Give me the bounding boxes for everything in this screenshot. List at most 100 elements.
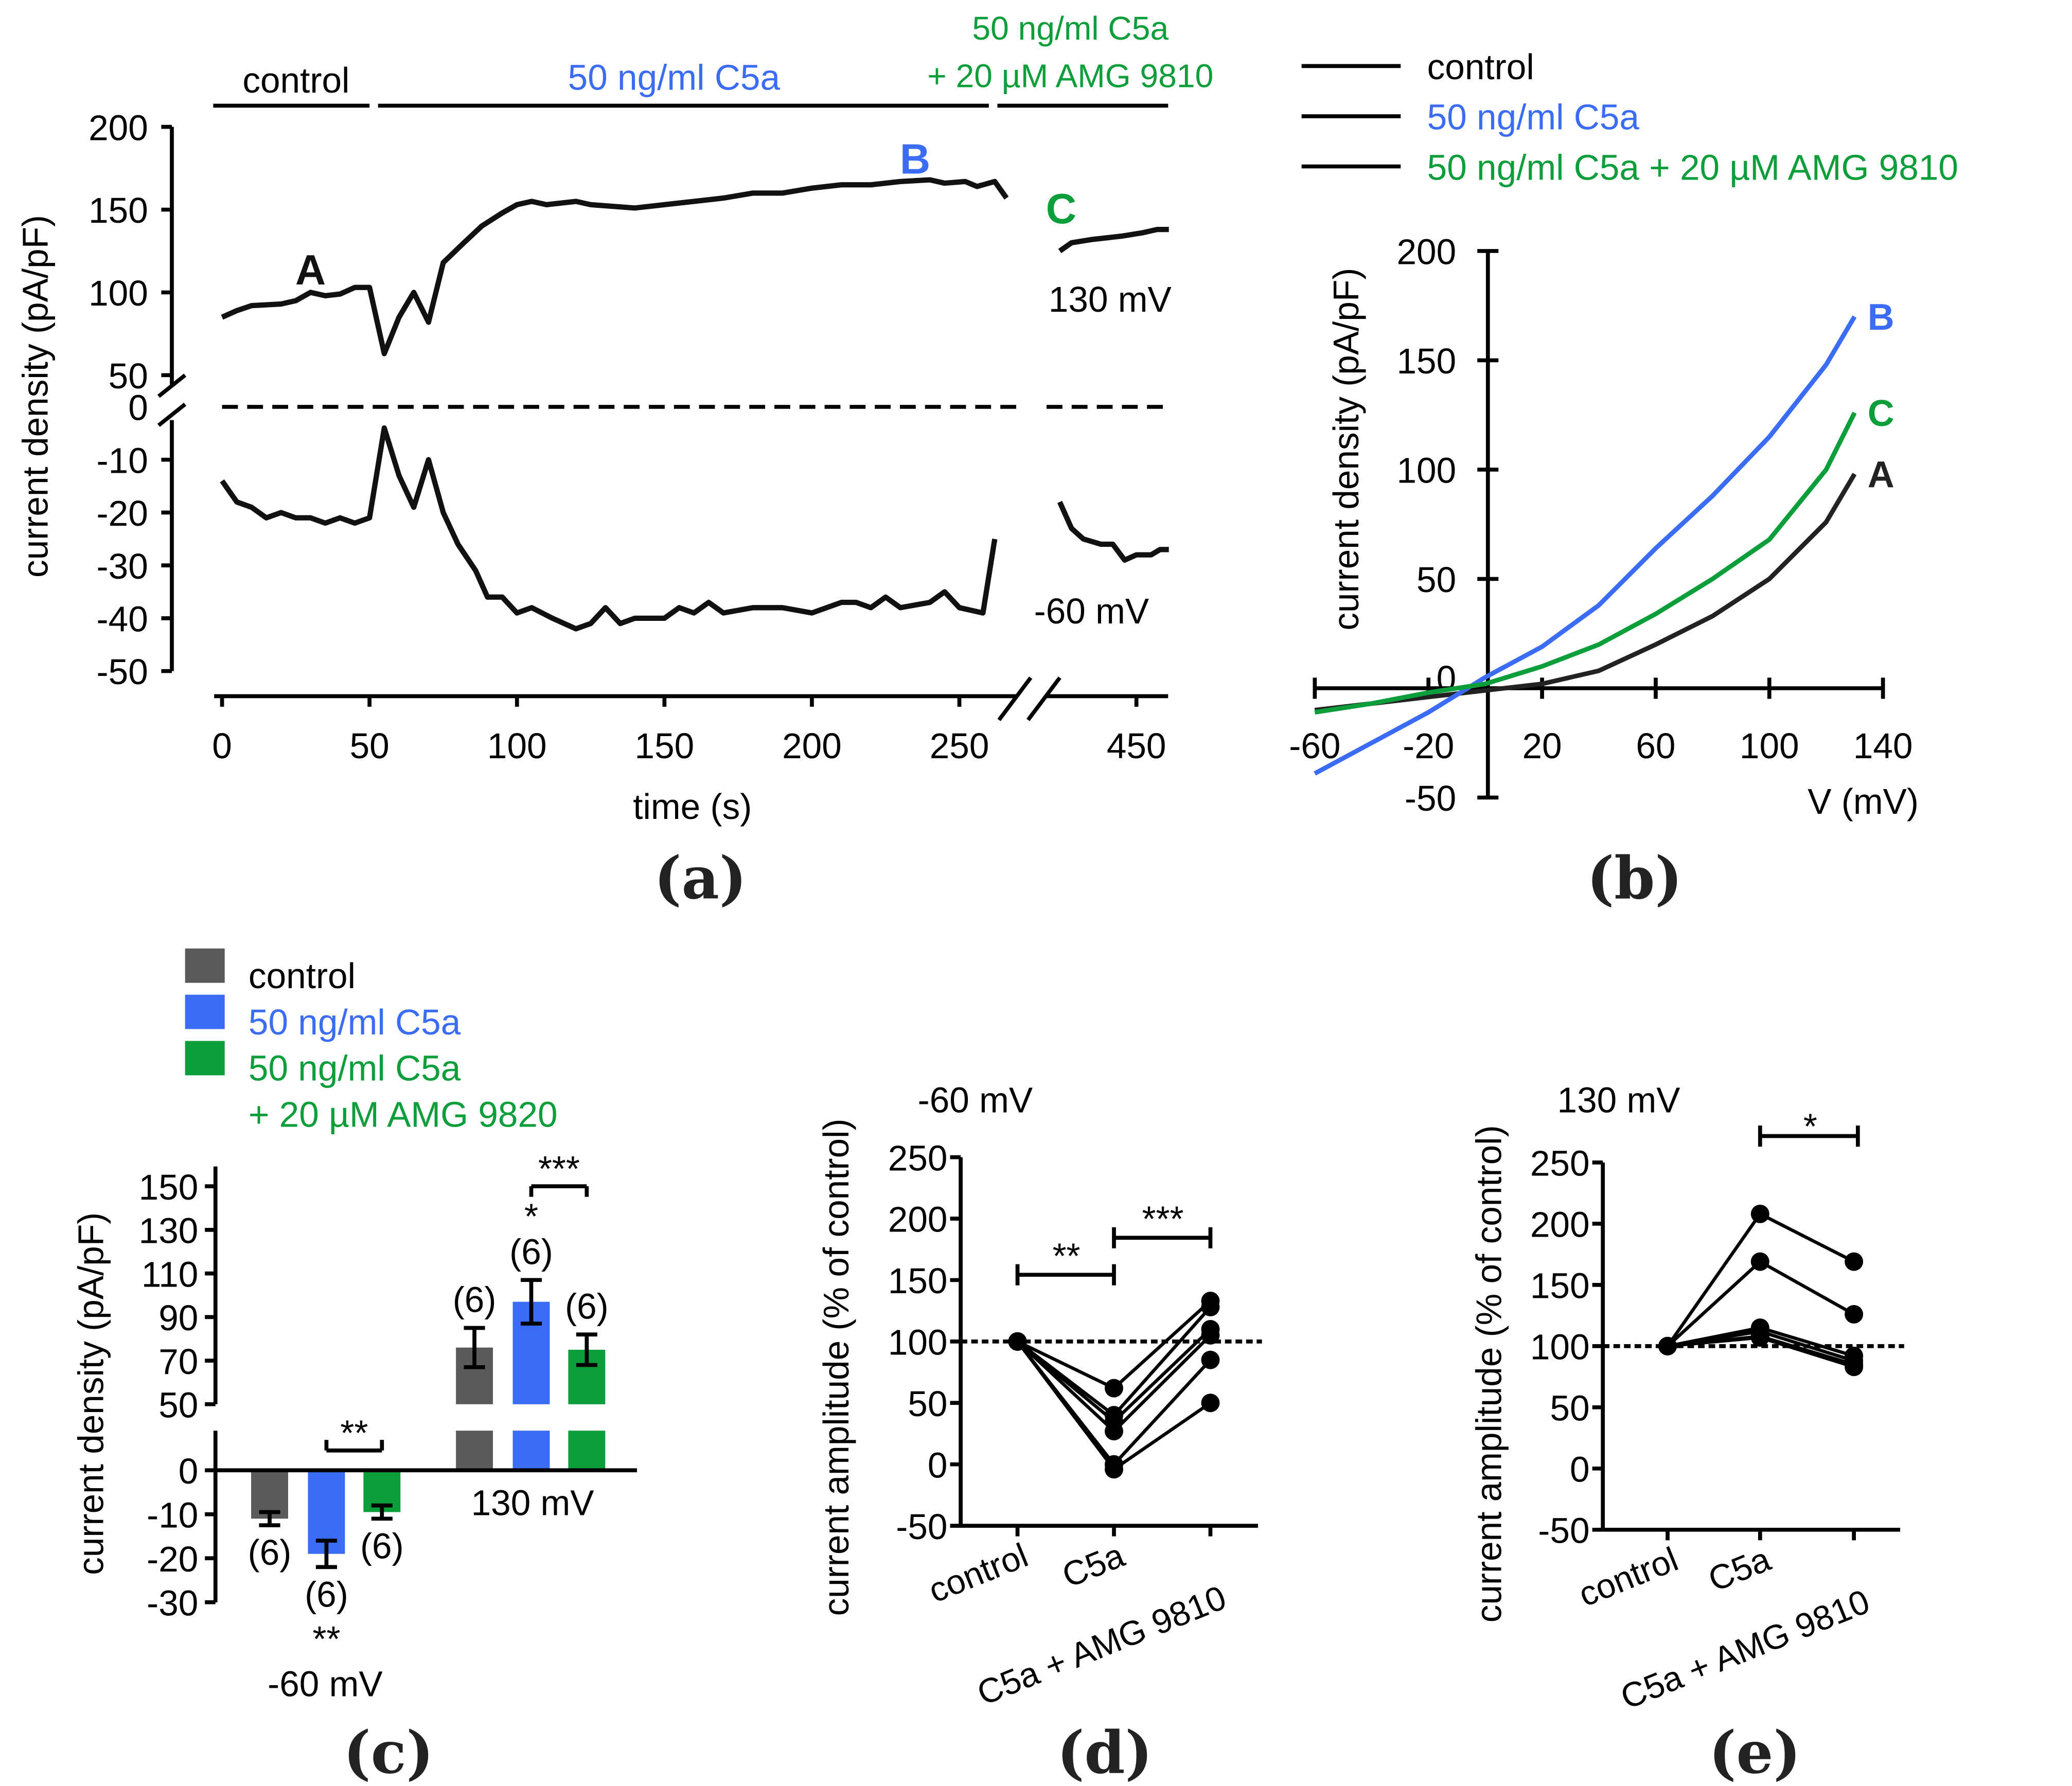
x-category-label: C5a + AMG 9810	[972, 1579, 1231, 1713]
n-label: (6)	[360, 1526, 404, 1566]
y-tick-label: 200	[1396, 232, 1456, 272]
y-tick-label: 50	[158, 1385, 198, 1425]
y-axis-label: current density (pA/pF)	[15, 215, 56, 578]
y-tick-label: 100	[1530, 1327, 1590, 1367]
panel-e: 130 mV current amplitude (% of control) …	[1468, 1080, 1904, 1786]
y-axis-label: current density (pA/pF)	[1326, 268, 1366, 631]
sig-stars: *	[524, 1196, 538, 1236]
n-label: (6)	[305, 1574, 348, 1614]
data-point	[1201, 1326, 1220, 1345]
trace-130mV	[1058, 227, 1169, 254]
y-tick-label: 0	[179, 1451, 199, 1491]
x-tick-label: 100	[1740, 726, 1799, 766]
trace-label-m60mv: -60 mV	[1034, 591, 1149, 631]
panel-b: current density (pA/pF) V (mV) (b) contr…	[1289, 47, 1958, 912]
sig-stars: ***	[1142, 1199, 1184, 1239]
n-label: (6)	[248, 1532, 292, 1573]
y-tick-label: 110	[141, 1254, 199, 1294]
legend-entry: 50 ng/ml C5a	[249, 1048, 461, 1088]
n-label: (6)	[509, 1231, 553, 1272]
y-tick-label: 50	[1550, 1388, 1589, 1428]
legend-swatch	[185, 948, 225, 983]
x-tick-label: 0	[212, 726, 232, 766]
axis-break-mark	[1026, 676, 1061, 721]
x-tick-label: 140	[1853, 726, 1913, 766]
n-label: (6)	[453, 1280, 497, 1320]
y-tick-label: 0	[128, 388, 148, 428]
legend-entry: 50 ng/ml C5a + 20 µM AMG 9810	[1427, 147, 1958, 187]
x-tick-label: 450	[1107, 726, 1166, 766]
panel-title: 130 mV	[1557, 1080, 1680, 1120]
point-label-C: C	[1046, 186, 1076, 233]
y-axis-label: current amplitude (% of control)	[1468, 1125, 1509, 1622]
data-point	[1105, 1460, 1123, 1479]
data-point	[1845, 1305, 1864, 1324]
trace-130mV	[221, 177, 1009, 356]
y-tick-label: 150	[888, 1261, 948, 1301]
y-axis-label: current amplitude (% of control)	[816, 1118, 856, 1616]
sig-stars: **	[312, 1619, 340, 1659]
y-tick-label: 100	[888, 1323, 948, 1363]
iv-curve	[1314, 315, 1857, 776]
data-point	[1658, 1336, 1677, 1355]
data-point	[1201, 1350, 1220, 1369]
panel-label-d: (d)	[1057, 1718, 1153, 1786]
legend-entry: + 20 µM AMG 9820	[249, 1095, 558, 1135]
x-tick-label: -20	[1403, 726, 1454, 766]
x-tick-label: 50	[350, 726, 389, 766]
panel-label-a: (a)	[654, 844, 747, 912]
x-category-label: C5a	[1703, 1540, 1776, 1599]
sig-stars: **	[340, 1413, 368, 1453]
y-tick-label: 150	[88, 190, 148, 230]
legend-entry: control	[249, 956, 356, 996]
y-tick-label: 0	[928, 1445, 948, 1485]
trace--60mV	[1057, 501, 1169, 563]
condition-label-amg-line1: 50 ng/ml C5a	[972, 10, 1168, 47]
legend-entry: 50 ng/ml C5a	[249, 1002, 461, 1042]
legend-swatch	[185, 1041, 225, 1076]
y-tick-label: 150	[1530, 1266, 1590, 1306]
axis-break-mark	[157, 373, 187, 398]
data-point	[1105, 1379, 1123, 1398]
panel-a: control 50 ng/ml C5a 50 ng/ml C5a + 20 µ…	[15, 10, 1214, 912]
x-tick-label: 150	[635, 726, 695, 766]
y-axis-label: current density (pA/pF)	[70, 1212, 111, 1575]
y-tick-label: -10	[147, 1495, 198, 1535]
y-tick-label: 50	[1416, 560, 1456, 600]
data-point	[1750, 1204, 1769, 1223]
bar-lower-segment	[456, 1431, 493, 1471]
y-tick-label: 200	[888, 1200, 948, 1240]
condition-label-amg-line2: + 20 µM AMG 9810	[927, 57, 1213, 94]
data-point	[1105, 1422, 1123, 1441]
data-point	[1845, 1252, 1864, 1271]
condition-label-c5a: 50 ng/ml C5a	[568, 58, 781, 98]
point-label-A: A	[295, 247, 326, 294]
y-tick-label: 200	[1530, 1205, 1590, 1245]
y-tick-label: -20	[147, 1539, 198, 1579]
y-tick-label: 0	[1570, 1449, 1590, 1489]
data-point	[1750, 1328, 1769, 1347]
trace-label-130mv: 130 mV	[1049, 279, 1172, 319]
y-tick-label: 130	[139, 1211, 199, 1251]
y-tick-label: 90	[158, 1298, 198, 1338]
panel-c: current density (pA/pF) -60 mV 130 mV (c…	[70, 948, 637, 1786]
x-tick-label: 100	[487, 726, 547, 766]
bar-lower-segment	[568, 1431, 606, 1471]
category-label-130mv: 130 mV	[471, 1483, 594, 1523]
y-tick-label: 70	[158, 1342, 198, 1382]
x-tick-label: 20	[1522, 726, 1562, 766]
n-label: (6)	[565, 1286, 609, 1326]
x-axis-label: time (s)	[633, 787, 752, 827]
panel-d: -60 mV current amplitude (% of control) …	[816, 1080, 1262, 1786]
x-category-label: C5a	[1057, 1536, 1130, 1595]
y-tick-label: -30	[97, 546, 148, 586]
legend-swatch	[185, 994, 225, 1029]
iv-curve	[1314, 412, 1857, 715]
trace--60mV	[220, 425, 998, 632]
x-tick-label: 250	[930, 726, 989, 766]
curve-end-label: B	[1868, 297, 1894, 338]
axis-break-mark	[997, 676, 1033, 721]
category-label-m60mv: -60 mV	[268, 1664, 382, 1704]
paired-line	[1016, 1340, 1212, 1471]
x-tick-label: -60	[1289, 726, 1340, 766]
